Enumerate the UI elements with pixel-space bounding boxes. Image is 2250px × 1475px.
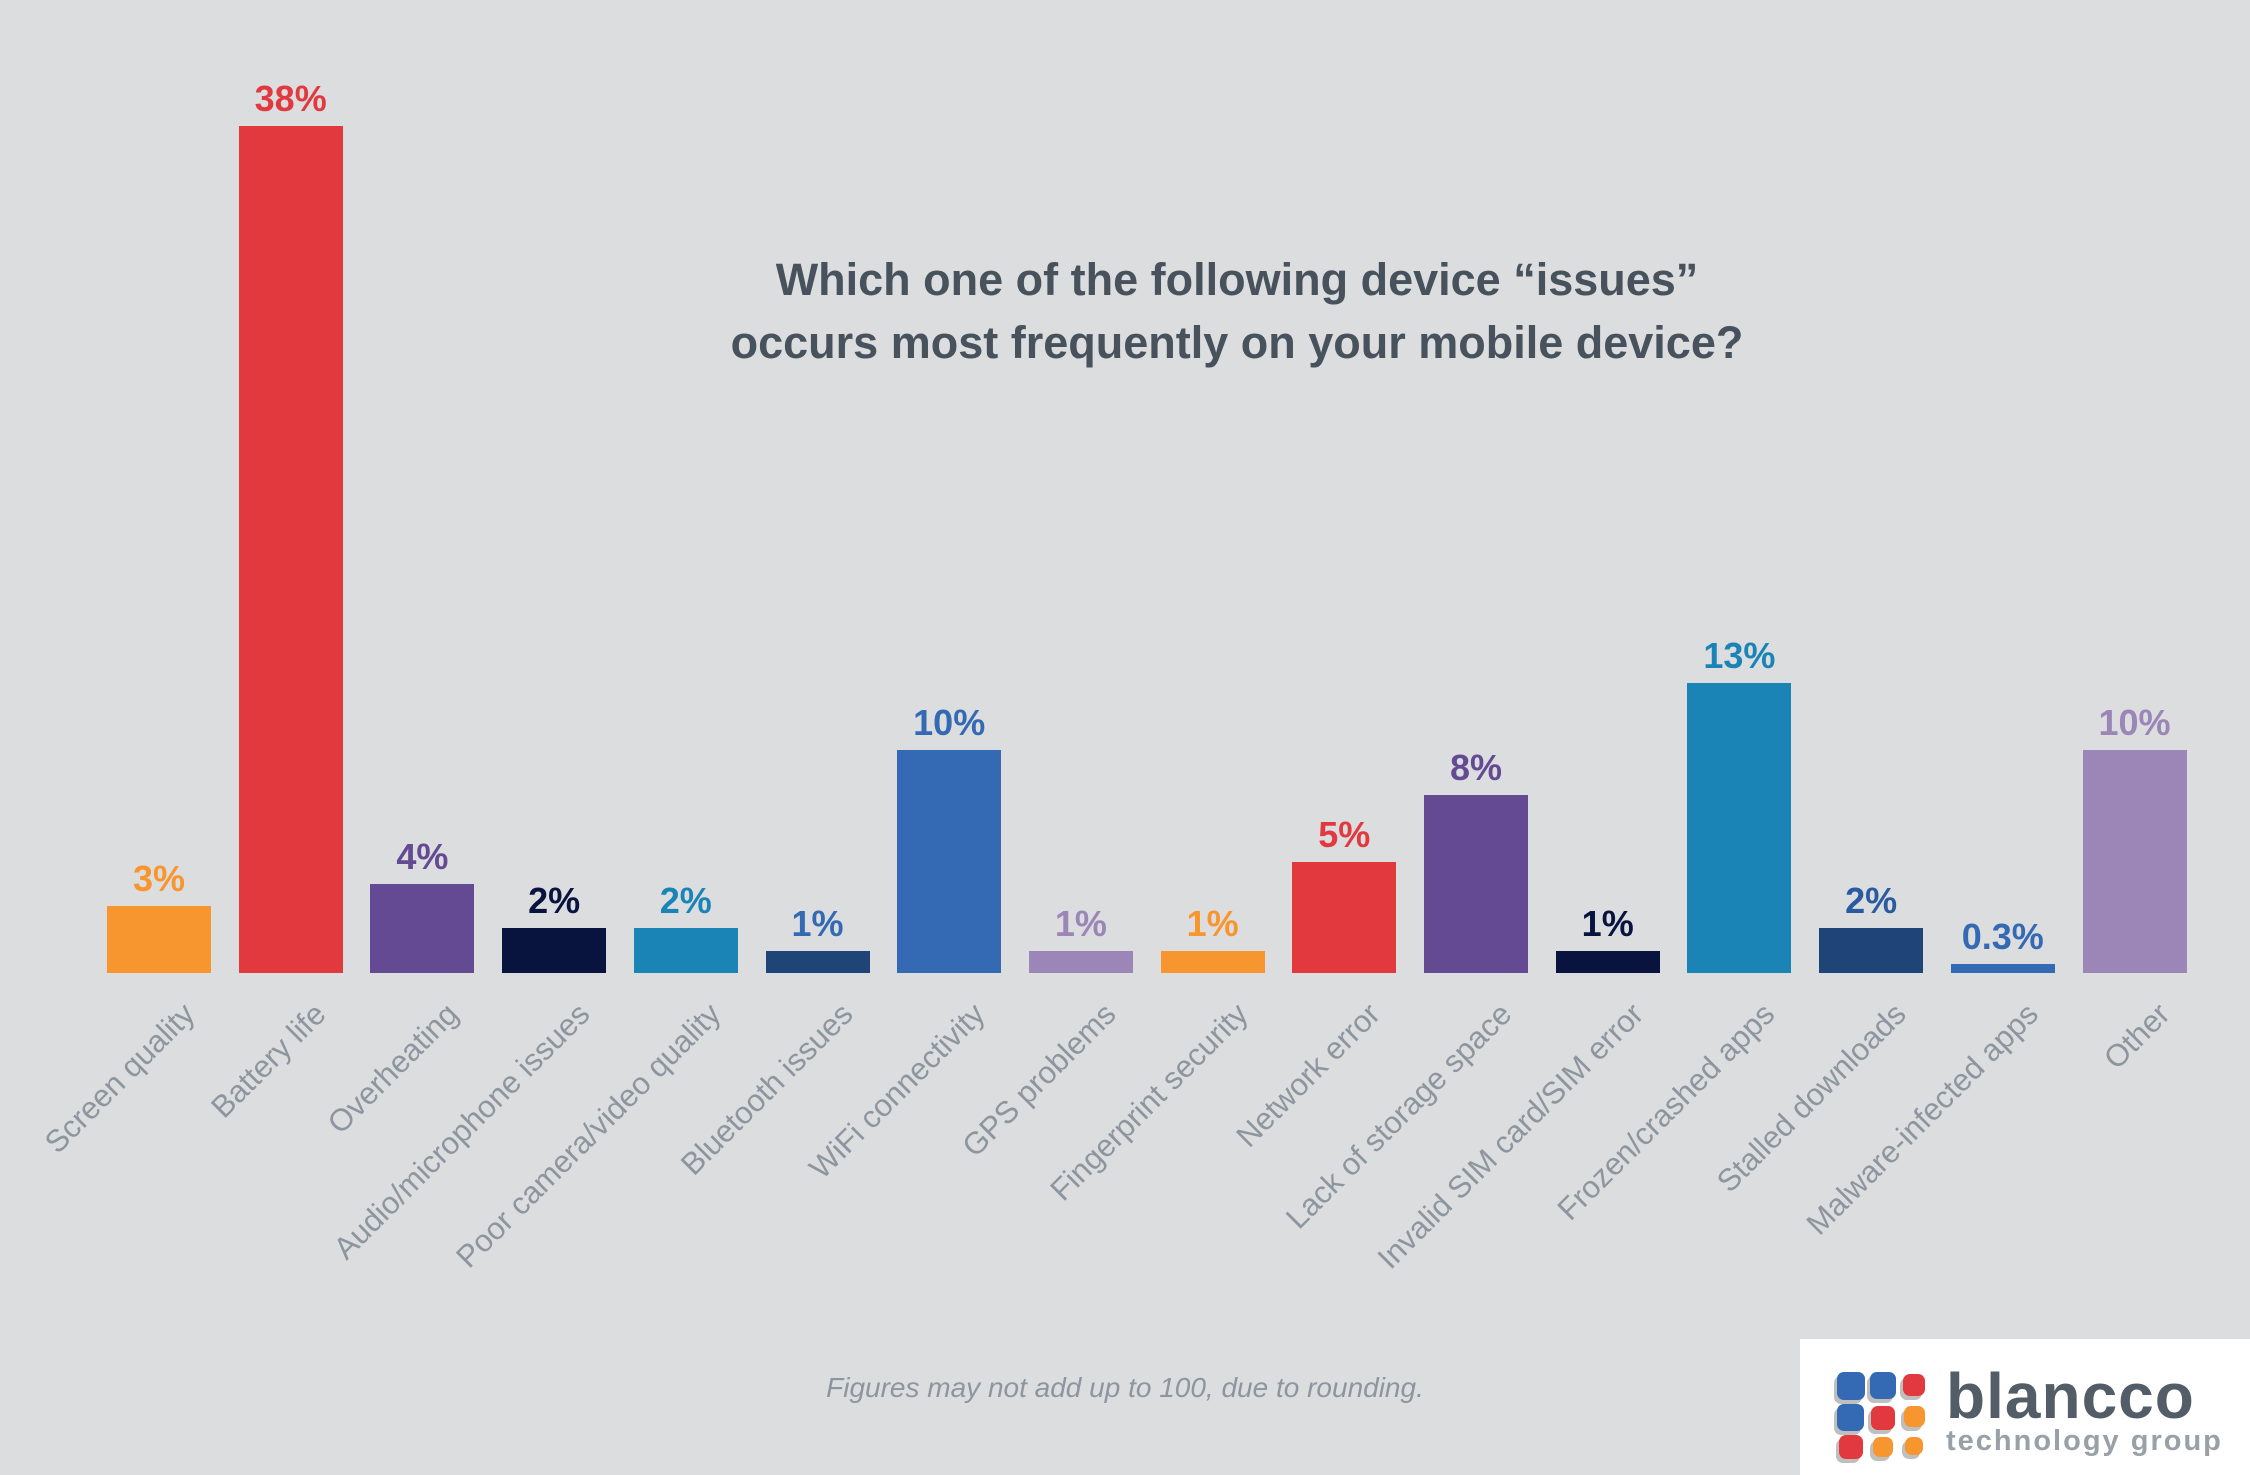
category-label: Screen quality	[37, 996, 202, 1160]
chart-title-line-2: occurs most frequently on your mobile de…	[730, 317, 1744, 368]
blancco-logo: blancco technology group	[1800, 1339, 2250, 1475]
chart-title-line-1: Which one of the following device “issue…	[775, 254, 1699, 305]
category-label: Poor camera/video quality	[449, 996, 728, 1275]
value-label: 2%	[659, 880, 712, 922]
category-label: Audio/microphone issues	[326, 996, 597, 1266]
category-label: Invalid SIM card/SIM error	[1370, 996, 1650, 1276]
value-label: 4%	[396, 835, 449, 877]
bar-7	[1028, 950, 1133, 973]
value-label: 1%	[1186, 902, 1239, 944]
value-label: 0.3%	[1961, 916, 2044, 957]
value-label: 3%	[132, 858, 186, 900]
bar-8	[1160, 950, 1265, 973]
category-label: Lack of storage space	[1278, 996, 1519, 1236]
chart-title: Which one of the following device “issue…	[537, 248, 1937, 374]
bar-13	[1819, 928, 1924, 973]
value-label: 1%	[791, 902, 844, 944]
value-label: 8%	[1449, 746, 1503, 788]
value-label: 38%	[254, 78, 327, 119]
bar-9	[1292, 861, 1397, 973]
value-label: 10%	[2098, 702, 2171, 744]
value-label: 5%	[1318, 813, 1371, 855]
bar-15	[2082, 750, 2187, 973]
bar-14	[1950, 964, 2055, 973]
bar-3	[502, 928, 607, 973]
category-label: Frozen/crashed apps	[1550, 996, 1782, 1227]
bar-10	[1424, 794, 1528, 973]
logo-wordmark: blancco	[1946, 1360, 2195, 1432]
category-label: Battery life	[204, 996, 333, 1125]
value-label: 13%	[1703, 635, 1776, 677]
bar-4	[633, 928, 738, 973]
bar-11	[1555, 950, 1660, 973]
bar-12	[1687, 683, 1792, 973]
category-label: Overheating	[320, 996, 465, 1141]
bar-1	[238, 126, 343, 973]
value-label: 2%	[1845, 880, 1898, 922]
bar-0	[107, 906, 211, 973]
value-label: 2%	[528, 880, 581, 922]
value-label: 1%	[1581, 902, 1634, 944]
bar-6	[897, 750, 1002, 973]
category-label: Malware-infected apps	[1799, 996, 2045, 1242]
footnote: Figures may not add up to 100, due to ro…	[826, 1372, 1424, 1403]
bar-5	[765, 950, 870, 973]
logo-tagline: technology group	[1946, 1425, 2223, 1457]
category-label: Other	[2096, 996, 2177, 1076]
value-label: 10%	[913, 702, 986, 744]
bar-2	[370, 883, 475, 973]
value-label: 1%	[1054, 902, 1107, 944]
